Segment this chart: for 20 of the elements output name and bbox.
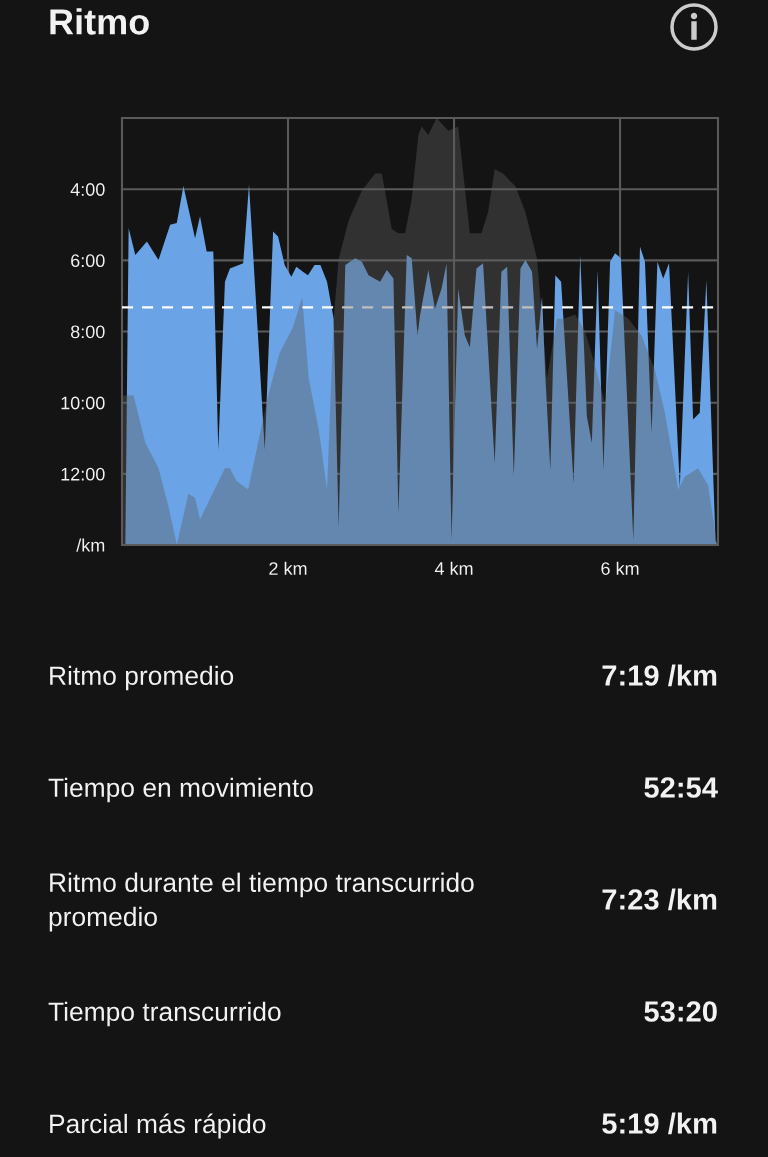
y-tick-label: 8:00 (70, 325, 105, 339)
y-tick-label: 10:00 (61, 396, 105, 410)
text: 53:20 (644, 1001, 717, 1022)
y-tick-label: 12:00 (61, 467, 105, 481)
x-tick-label: 6 km (601, 561, 639, 575)
text: 5:19 /km (602, 1112, 717, 1135)
text: Parcial más rápido (50, 1113, 266, 1139)
x-tick-label: 4 km (434, 561, 473, 575)
x-tick-label: 2 km (269, 561, 307, 575)
y-tick-label: /km (76, 538, 105, 552)
chart-title: Ritmo (50, 8, 149, 35)
text: Tiempo en movimiento (48, 777, 313, 803)
text: Ritmo durante el tiempo transcurrido promedio (49, 872, 474, 932)
text: 7:23 /km (602, 888, 717, 911)
text: 52:54 (644, 777, 718, 798)
text: 7:19 /km (602, 664, 717, 687)
text: Tiempo transcurrido (48, 1001, 281, 1027)
y-tick-label: 6:00 (71, 254, 105, 268)
y-tick-label: 4:00 (70, 183, 105, 196)
text: Ritmo promedio (50, 665, 234, 691)
